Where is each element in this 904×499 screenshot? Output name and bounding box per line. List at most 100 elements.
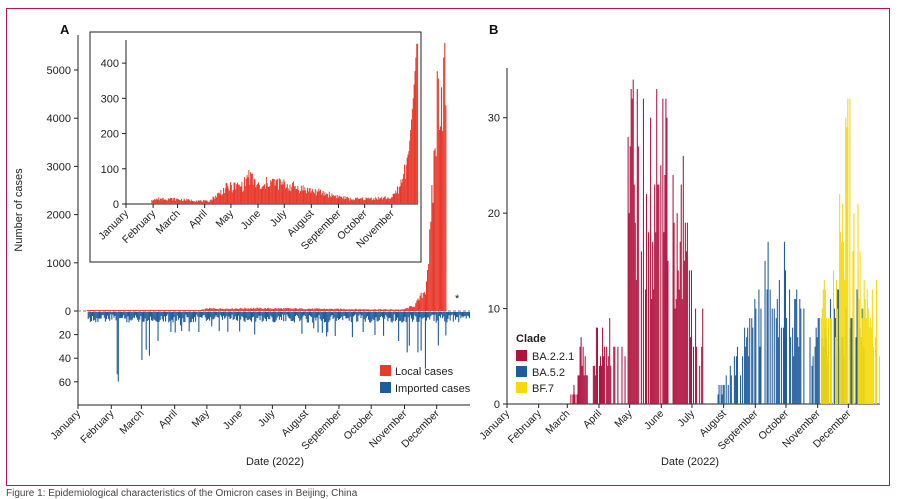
imported-bar [383,312,385,336]
imported-bar [98,312,100,319]
local-bar [380,309,382,311]
local-bar [286,308,288,311]
local-bar [347,309,349,311]
inset-bar [155,199,157,204]
local-bar [200,310,202,311]
local-bar [417,298,419,311]
local-bar [296,308,298,311]
local-bar [251,308,254,311]
imported-bar [359,312,361,315]
imported-bar [418,312,420,322]
figure-caption: Figure 1: Epidemiological characteristic… [6,488,358,499]
local-bar [153,310,155,311]
inset-bar [215,195,217,204]
imported-bar [449,312,451,321]
local-bar [241,308,243,311]
imported-bar [462,312,464,318]
clade-bar-BA.5.2 [773,308,775,404]
local-bar [369,309,371,311]
clade-bar-BA.5.2 [735,356,737,404]
inset-bar [249,184,251,204]
imported-bar [439,312,442,318]
imported-bar [464,312,466,317]
local-bar [206,308,208,311]
local-bar [304,309,306,311]
inset-bar [246,174,248,204]
inset-bar [316,190,318,204]
clade-bar-BA.5.2 [798,346,800,404]
clade-bar-BA.2.2.1 [635,279,637,404]
imported-bar [336,312,338,319]
inset-bar [362,200,364,204]
imported-bar [403,312,405,321]
imported-bar [384,312,386,319]
clade-bar-BA.2.2.1 [650,117,652,404]
inset-bar [349,197,351,204]
local-bar [343,308,345,311]
local-bar [355,308,357,311]
clade-bar-BF.7 [840,232,842,404]
clade-bar-BA.5.2 [723,384,725,404]
imported-bar [96,312,98,319]
inset-bar [299,193,301,204]
local-bar [443,57,445,312]
local-bar [253,307,255,311]
inset-bar [356,197,358,204]
imported-bar [222,312,225,316]
clade-bar-BA.2.2.1 [594,375,596,404]
imported-bar [133,312,135,318]
local-bar [218,308,220,311]
imported-bar [312,312,314,323]
local-bar [131,310,133,311]
inset-bar [164,199,166,204]
inset-bar [291,186,293,204]
inset-bar [376,198,377,204]
local-bar [156,310,158,311]
imported-bar [159,312,161,320]
inset-bar [396,192,398,204]
imported-bar [158,312,160,322]
panel-a-ytick-lower-label: 20 [59,330,71,342]
inset-bar [364,200,366,204]
inset-bar [278,189,280,204]
imported-bar [251,312,254,318]
inset-bar [352,200,354,204]
imported-bar [229,312,231,320]
clade-bar-BF.7 [836,279,838,404]
local-bar [333,309,335,311]
local-bar [303,309,305,311]
imported-bar [233,312,235,319]
local-bar [420,292,422,311]
clade-bar-BF.7 [826,356,828,404]
imported-bar [210,312,212,318]
local-bar [242,308,244,311]
clade-bar-BA.2.2.1 [679,241,681,404]
legend-label-ba52: BA.5.2 [532,367,565,379]
local-bar [132,310,134,311]
inset-bar [230,185,232,204]
imported-bar [408,312,410,346]
local-bar [171,310,173,311]
imported-bar [168,312,170,323]
clade-bar-BA.2.2.1 [578,375,580,404]
imported-bar [120,312,123,318]
local-bar [124,310,126,311]
inset-bar [205,200,207,204]
panel-a-month-label: June [221,408,246,433]
imported-bar [249,312,251,321]
inset-bar [379,197,381,204]
local-bar [134,310,137,311]
clade-bar-BF.7 [844,279,846,404]
inset-bar [228,189,230,204]
inset-bar [315,195,317,204]
inset-bar [171,198,173,204]
inset-bar [366,198,368,204]
local-bar [433,150,435,311]
imported-bar [348,312,350,321]
imported-bar [427,312,429,318]
local-bar [337,308,340,311]
local-bar [375,309,377,311]
local-bar [220,308,222,311]
local-bar [210,308,212,311]
inset-bar [341,196,343,204]
